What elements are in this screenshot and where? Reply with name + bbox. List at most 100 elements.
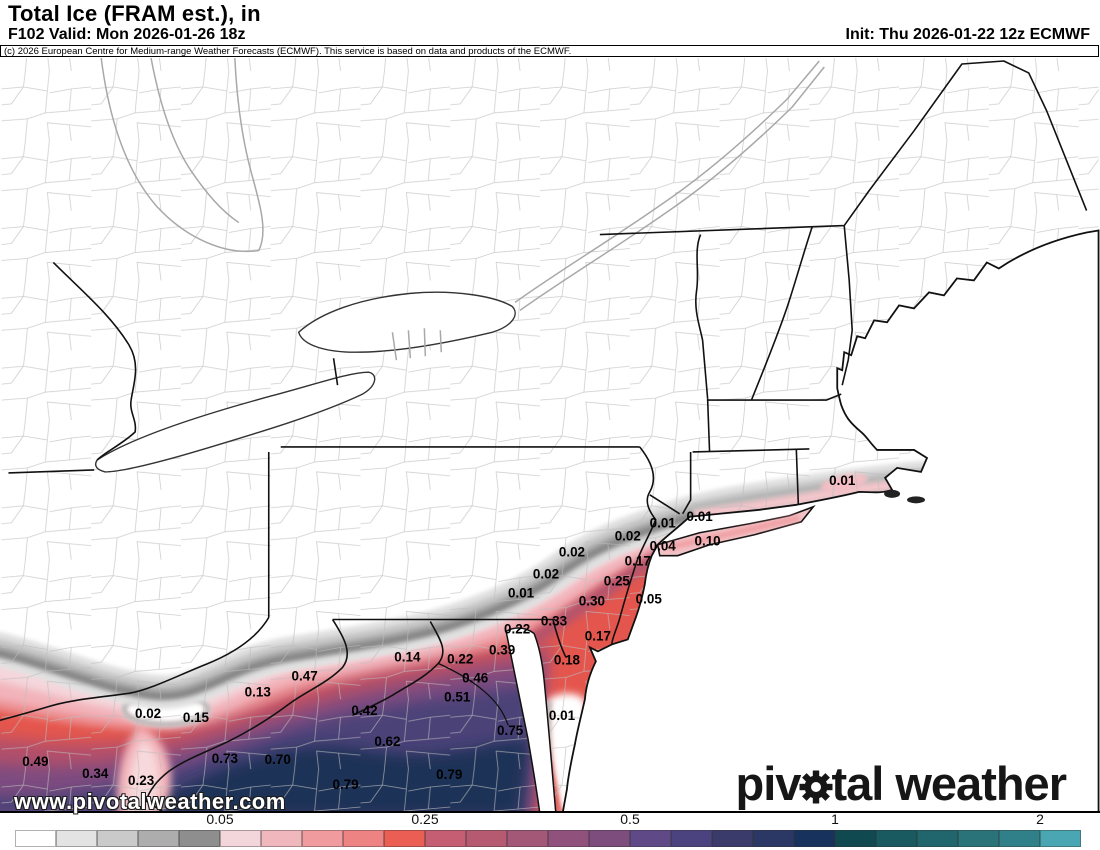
canada-border xyxy=(599,60,1088,236)
st-lawrence-river xyxy=(514,60,820,303)
colorbar-cell xyxy=(138,830,179,847)
ice-value-label: 0.01 xyxy=(508,586,535,601)
atlantic-ocean xyxy=(562,229,1100,811)
ice-value-label: 0.17 xyxy=(625,554,651,569)
copyright-bar: (c) 2026 European Centre for Medium-rang… xyxy=(0,45,1099,57)
ice-value-label: 0.18 xyxy=(554,652,581,667)
mi-oh-border xyxy=(8,469,95,474)
colorbar: 0.05 0.25 0.5 1 2 xyxy=(15,811,1081,847)
islands xyxy=(884,489,926,504)
colorbar-cell xyxy=(630,830,671,847)
ice-value-label: 0.04 xyxy=(650,539,677,554)
ice-value-label: 0.51 xyxy=(444,689,471,704)
ice-value-label: 0.15 xyxy=(183,710,210,725)
ice-value-label: 0.01 xyxy=(549,708,576,723)
vt-nh-border xyxy=(750,226,814,401)
ice-value-label: 0.02 xyxy=(135,706,161,721)
ny-vt-border xyxy=(695,234,709,399)
ice-value-label: 0.13 xyxy=(245,684,271,699)
nh-maine-border xyxy=(841,225,853,386)
ice-value-label: 0.47 xyxy=(292,668,318,683)
ice-value-label: 0.02 xyxy=(615,529,641,544)
ice-value-label: 0.75 xyxy=(497,723,524,738)
ice-value-label: 0.22 xyxy=(447,651,473,666)
ohio-river-border xyxy=(0,617,270,722)
lake-huron-shore xyxy=(100,58,264,253)
ice-value-label: 0.42 xyxy=(351,703,377,718)
ice-value-label: 0.22 xyxy=(504,621,530,636)
colorbar-tick-label: 0.05 xyxy=(206,811,234,827)
lake-erie xyxy=(94,371,376,473)
ice-value-label: 0.34 xyxy=(82,766,109,781)
watermark: www.pivotalweather.com xyxy=(13,788,286,815)
colorbar-cell xyxy=(261,830,302,847)
ice-value-label: 0.01 xyxy=(687,509,714,524)
init-time-label: Init: Thu 2026-01-22 12z ECMWF xyxy=(845,26,1091,43)
colorbar-tick-label: 0.25 xyxy=(411,811,439,827)
nantucket xyxy=(907,496,926,504)
wv-va-border xyxy=(145,619,348,811)
lake-ontario xyxy=(297,291,516,353)
ice-value-label: 0.73 xyxy=(212,751,238,766)
ice-value-label: 0.05 xyxy=(636,592,663,607)
ma-south-border xyxy=(692,448,810,453)
colorbar-cell xyxy=(876,830,917,847)
colorbar-cell xyxy=(753,830,794,847)
valid-time-label: F102 Valid: Mon 2026-01-26 18z xyxy=(8,26,246,43)
mason-dixon-line xyxy=(332,618,567,658)
ice-value-label: 0.17 xyxy=(585,628,611,643)
forecast-map: 0.01 0.01 0.01 0.02 0.04 0.10 0.02 0.17 0.02 0.25… xyxy=(0,58,1100,813)
colorbar-cell xyxy=(15,830,56,847)
colorbar-cell xyxy=(1040,830,1081,847)
ice-value-label: 0.79 xyxy=(436,767,462,782)
ice-value-label: 0.49 xyxy=(22,754,48,769)
potomac-river xyxy=(438,662,509,726)
ice-value-label: 0.70 xyxy=(265,752,291,767)
colorbar-cell xyxy=(56,830,97,847)
niagara-river xyxy=(332,358,339,386)
ice-value-label: 0.01 xyxy=(650,516,677,531)
ice-value-labels: 0.01 0.01 0.01 0.02 0.04 0.10 0.02 0.17 0.02 0.25… xyxy=(22,473,856,792)
long-island-ice-streak xyxy=(666,514,801,551)
ice-value-label: 0.23 xyxy=(128,773,154,788)
delaware-river-border xyxy=(611,446,657,645)
colorbar-cell xyxy=(220,830,261,847)
ice-value-label: 0.25 xyxy=(604,574,631,589)
logo-text-after: tal weather xyxy=(831,757,1067,810)
st-lawrence-river-south xyxy=(519,66,825,311)
ice-value-label: 0.01 xyxy=(829,473,856,488)
logo-text-before: piv xyxy=(735,757,802,810)
marthas-vineyard xyxy=(884,489,901,498)
ma-west-border xyxy=(706,398,711,452)
ice-value-label: 0.39 xyxy=(489,642,515,657)
ice-value-label: 0.02 xyxy=(533,567,559,582)
page-title: Total Ice (FRAM est.), in xyxy=(8,1,261,26)
colorbar-cell xyxy=(958,830,999,847)
ice-value-label: 0.02 xyxy=(559,545,585,560)
colorbar-cell xyxy=(466,830,507,847)
chesapeake-bay xyxy=(505,627,557,811)
colorbar-tick-label: 2 xyxy=(1036,811,1044,827)
colorbar-cell xyxy=(794,830,835,847)
colorbar-cell xyxy=(712,830,753,847)
colorbar-cell xyxy=(97,830,138,847)
ma-north-border xyxy=(707,393,842,401)
ri-ct-border xyxy=(795,449,800,505)
gear-icon xyxy=(799,770,833,803)
colorbar-cell xyxy=(999,830,1040,847)
colorbar-cell xyxy=(548,830,589,847)
ice-value-label: 0.46 xyxy=(462,670,488,685)
georgian-bay-shore xyxy=(150,58,240,224)
ice-value-label: 0.33 xyxy=(541,613,567,628)
lakes xyxy=(94,291,516,473)
nj-ny-border xyxy=(649,494,681,515)
finger-lakes xyxy=(391,328,443,361)
state-borders xyxy=(0,60,1088,811)
colorbar-cell xyxy=(384,830,425,847)
colorbar-cell xyxy=(507,830,548,847)
colorbar-tick-label: 0.5 xyxy=(620,811,640,827)
colorbar-cell xyxy=(835,830,876,847)
michigan-coast xyxy=(52,261,137,461)
canadian-shorelines xyxy=(100,58,825,361)
